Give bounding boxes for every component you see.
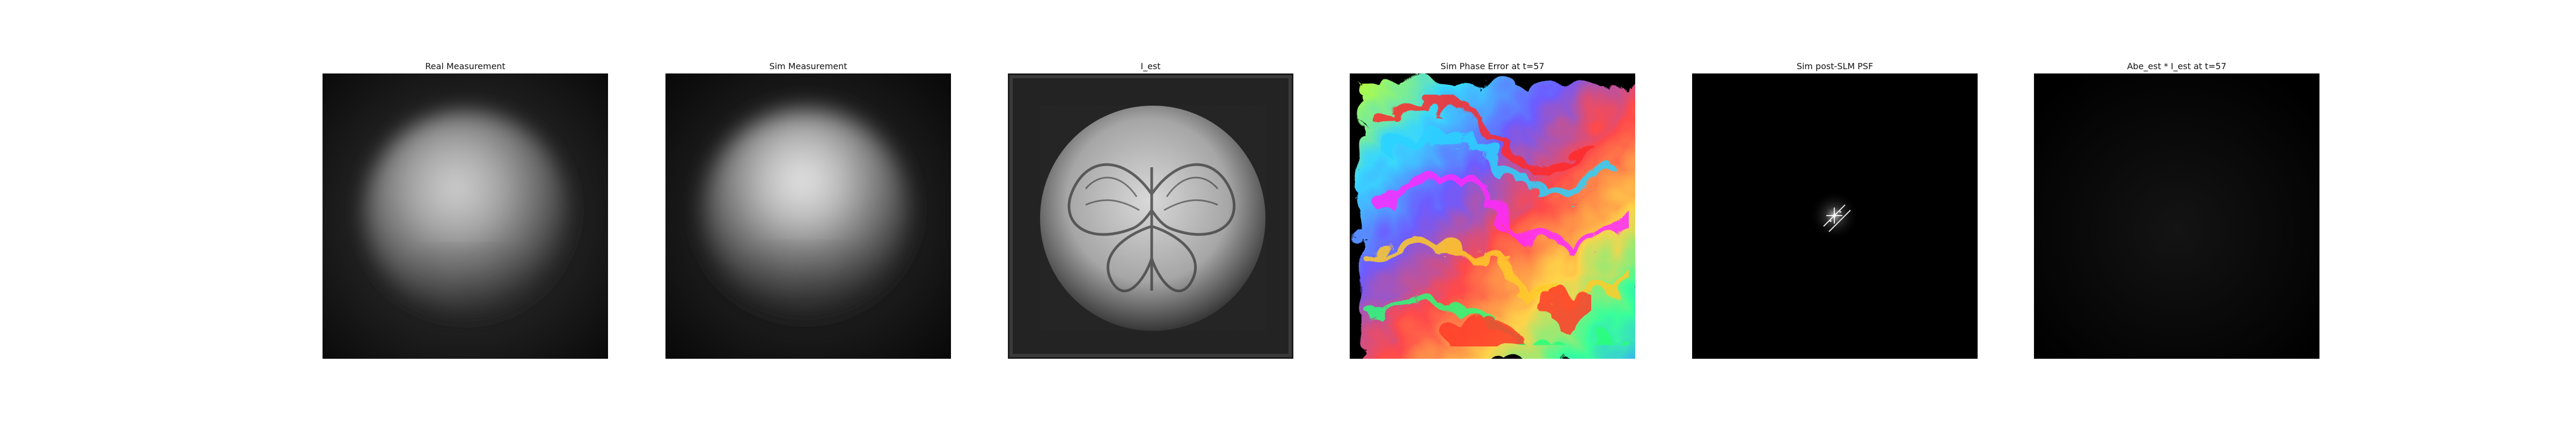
sim-phase-error-image	[1350, 73, 1635, 359]
panel-title: Sim Measurement	[769, 61, 847, 71]
panel-abe-est-times-i-est: Abe_est * I_est at t=57	[2034, 62, 2319, 362]
sim-post-slm-psf-image	[1692, 73, 1978, 359]
panel-sim-phase-error: Sim Phase Error at t=57	[1350, 62, 1635, 362]
panel-title: Sim Phase Error at t=57	[1440, 61, 1545, 71]
real-measurement-image	[323, 73, 608, 359]
panel-sim-post-slm-psf: Sim post-SLM PSF	[1692, 62, 1978, 362]
abe-est-times-i-est-image	[2034, 73, 2319, 359]
panel-title: Abe_est * I_est at t=57	[2127, 61, 2227, 71]
sim-measurement-image	[665, 73, 951, 359]
panel-sim-measurement: Sim Measurement	[665, 62, 951, 362]
panel-title: Real Measurement	[425, 61, 506, 71]
panel-title: I_est	[1140, 61, 1161, 71]
i-est-image	[1008, 73, 1293, 359]
panel-title: Sim post-SLM PSF	[1796, 61, 1874, 71]
panel-real-measurement: Real Measurement	[323, 62, 608, 362]
panel-i-est: I_est	[1008, 62, 1293, 362]
